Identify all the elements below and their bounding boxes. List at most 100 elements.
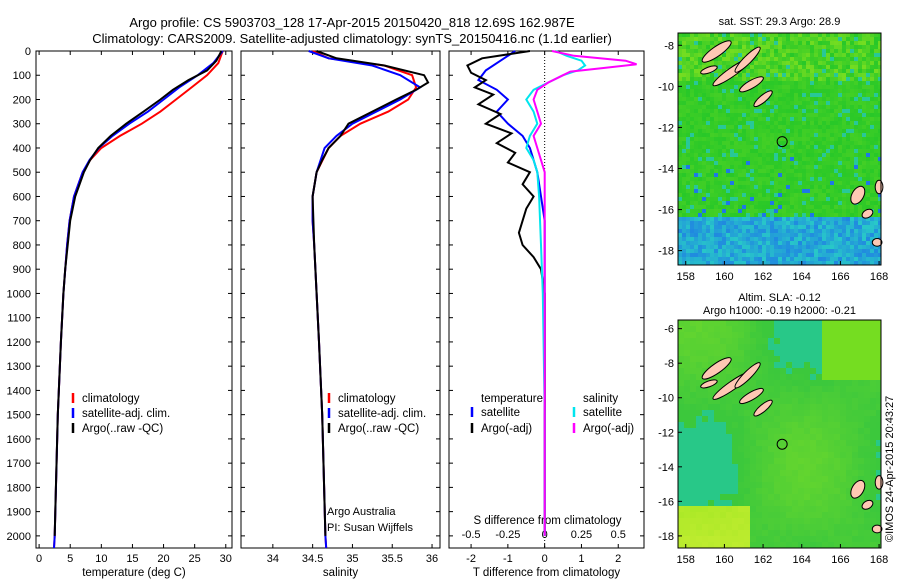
map-cell [858,392,864,398]
map-cell [682,97,686,101]
map-cell [822,350,828,356]
map-cell [838,121,842,125]
map-cell [698,201,702,205]
map-cell [754,85,758,89]
map-cell [710,181,714,185]
map-cell [838,117,842,121]
map-cell [806,213,810,217]
map-cell [696,446,702,452]
map-cell [864,368,870,374]
map-cell [870,249,874,253]
map-cell [864,542,870,548]
map-cell [870,452,876,458]
map-cell [756,500,762,506]
legend-label: satellite [481,407,520,419]
map-cell [798,193,802,197]
map-cell [732,344,738,350]
map-cell [858,161,862,165]
map-cell [806,149,810,153]
map-cell [750,428,756,434]
map-cell [678,494,684,500]
map-cell [798,125,802,129]
map-cell [878,221,881,225]
map-cell [694,69,698,73]
map-cell [774,494,780,500]
map-cell [826,85,830,89]
map-cell [850,157,854,161]
map-cell [782,109,786,113]
map-cell [732,530,738,536]
map-cell [734,261,738,265]
map-cell [678,488,684,494]
map-cell [792,524,798,530]
map-cell [834,392,840,398]
map-cell [804,542,810,548]
map-cell [698,113,702,117]
map-cell [792,332,798,338]
map-cell [738,209,742,213]
map-cell [686,121,690,125]
map-cell [698,133,702,137]
map-cell [742,69,746,73]
map-cell [732,506,738,512]
island [753,399,773,417]
map-cell [830,33,834,37]
map-cell [858,344,864,350]
map-cell [734,141,738,145]
map-cell [858,57,862,61]
series-line [466,50,546,536]
map-cell [858,205,862,209]
map-cell [744,518,750,524]
map-cell [678,257,682,261]
map-cell [780,434,786,440]
map-cell [810,33,814,37]
map-cell [852,356,858,362]
map-x-tick-label: 164 [793,271,811,283]
map-cell [750,117,754,121]
map-cell [744,500,750,506]
map-cell [804,530,810,536]
map-cell [738,85,742,89]
map-x-tick-label: 158 [677,554,695,566]
map-cell [850,109,854,113]
map-cell [834,225,838,229]
map-cell [874,173,878,177]
map-cell [852,386,858,392]
map-cell [686,153,690,157]
map-cell [810,53,814,57]
map-cell [862,137,866,141]
map-cell [706,261,710,265]
map-cell [878,69,881,73]
map-cell [790,37,794,41]
map-cell [810,368,816,374]
map-cell [846,181,850,185]
map-cell [694,185,698,189]
map-cell [726,464,732,470]
map-cell [730,261,734,265]
map-cell [682,161,686,165]
map-cell [842,185,846,189]
map-cell [822,77,826,81]
map-cell [826,101,830,105]
map-cell [714,261,718,265]
map-cell [782,101,786,105]
map-cell [706,85,710,89]
map-cell [794,233,798,237]
map-cell [768,434,774,440]
map-cell [702,177,706,181]
map-cell [870,153,874,157]
map-cell [782,33,786,37]
map-cell [742,261,746,265]
map-cell [762,129,766,133]
map-cell [762,512,768,518]
map-cell [866,157,870,161]
map-cell [802,101,806,105]
map-cell [858,217,862,221]
map-cell [850,205,854,209]
map-cell [690,133,694,137]
map-cell [778,113,782,117]
map-cell [750,261,754,265]
map-cell [726,241,730,245]
map-cell [780,476,786,482]
map-cell [806,225,810,229]
